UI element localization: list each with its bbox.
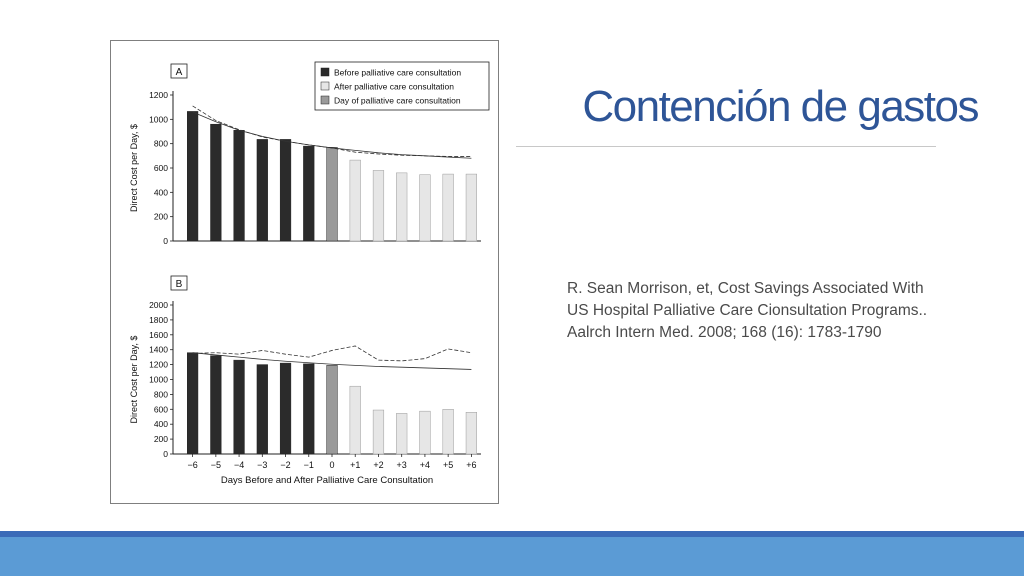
- figure-frame: A 0 200 400 600 800 1000 1200 Direct Cost per Da…: [110, 40, 499, 504]
- x-tick-label: −6: [187, 460, 197, 470]
- bar: [326, 147, 338, 242]
- x-tick-label: +2: [373, 460, 383, 470]
- bar: [256, 139, 268, 242]
- bar: [442, 409, 454, 455]
- y-tick-label: 1000: [149, 375, 168, 385]
- bar: [279, 139, 292, 242]
- y-axis-label: Direct Cost per Day, $: [129, 124, 139, 212]
- x-axis-label: Days Before and After Palliative Care Co…: [221, 475, 433, 486]
- bar: [419, 174, 431, 242]
- slide-title: Contención de gastos: [582, 82, 979, 131]
- bar: [465, 412, 477, 455]
- bar: [303, 363, 315, 455]
- x-tick-label: +6: [466, 460, 476, 470]
- bar: [396, 172, 408, 242]
- legend-swatch: [320, 95, 330, 105]
- footer-accent-line: [0, 531, 1024, 537]
- bar: [187, 111, 199, 242]
- bar: [210, 123, 222, 242]
- panel-label-box: [170, 275, 188, 291]
- y-tick-label: 1400: [149, 345, 168, 355]
- y-tick-label: 400: [154, 187, 168, 197]
- x-tick-label: +5: [443, 460, 453, 470]
- trend-line-solid: [192, 352, 472, 370]
- bar: [326, 365, 338, 455]
- bar: [372, 170, 385, 242]
- x-tick-label: −2: [280, 460, 290, 470]
- y-tick-label: 2000: [149, 300, 168, 310]
- legend-box: [314, 61, 490, 111]
- y-tick-label: 1200: [149, 90, 168, 100]
- x-tick-label: −4: [234, 460, 244, 470]
- citation-line: US Hospital Palliative Care Cionsultatio…: [567, 302, 928, 319]
- trend-line-dashed: [192, 105, 472, 157]
- bar: [279, 362, 292, 455]
- bar: [396, 413, 408, 455]
- trend-line-dashed: [192, 345, 472, 362]
- y-tick-label: 800: [154, 139, 168, 149]
- y-tick-label: 1000: [149, 114, 168, 124]
- bar: [303, 145, 315, 242]
- y-tick-label: 0: [163, 449, 168, 459]
- bar: [465, 173, 477, 242]
- x-tick-label: +1: [350, 460, 360, 470]
- x-tick-label: +4: [420, 460, 430, 470]
- panel-b-chart: B 0 200 400 600 800 1000 1200 1400 1600 1800 2000 Di…: [129, 275, 481, 486]
- bar: [419, 410, 431, 455]
- panel-label: A: [176, 67, 183, 78]
- bar: [256, 364, 268, 455]
- citation-line: R. Sean Morrison, et, Cost Savings Assoc…: [567, 280, 924, 297]
- bar: [187, 352, 199, 455]
- legend-label: After palliative care consultation: [334, 82, 454, 92]
- panel-a-chart: A 0 200 400 600 800 1000 1200 Direct Cost per Da…: [129, 61, 490, 246]
- bar: [442, 173, 454, 242]
- bar: [233, 359, 245, 455]
- bar: [210, 355, 222, 455]
- bar: [233, 130, 245, 242]
- cost-chart-figure: A 0 200 400 600 800 1000 1200 Direct Cost per Da…: [129, 61, 490, 486]
- y-axis-label: Direct Cost per Day, $: [129, 336, 139, 424]
- bar: [372, 409, 385, 455]
- x-tick-label: −1: [304, 460, 314, 470]
- x-tick-label: +3: [397, 460, 407, 470]
- panel-label: B: [176, 279, 183, 290]
- bar: [349, 159, 361, 242]
- y-tick-label: 400: [154, 419, 168, 429]
- y-tick-label: 0: [163, 236, 168, 246]
- panel-label-box: [170, 63, 188, 79]
- footer-bar: [0, 537, 1024, 576]
- citation-text: R. Sean Morrison, et, Cost Savings Assoc…: [567, 278, 987, 344]
- legend-swatch: [320, 81, 330, 91]
- citation-line: Aalrch Intern Med. 2008; 168 (16): 1783-…: [567, 324, 882, 341]
- x-tick-label: −3: [257, 460, 267, 470]
- bar: [349, 385, 361, 455]
- legend-label: Before palliative care consultation: [334, 68, 461, 78]
- title-divider: [516, 146, 936, 147]
- y-tick-label: 200: [154, 434, 168, 444]
- y-tick-label: 200: [154, 212, 168, 222]
- y-tick-label: 1800: [149, 315, 168, 325]
- y-tick-label: 1200: [149, 360, 168, 370]
- y-tick-label: 800: [154, 389, 168, 399]
- y-tick-label: 600: [154, 163, 168, 173]
- x-tick-label: 0: [329, 460, 334, 470]
- legend-swatch: [320, 67, 330, 77]
- legend-label: Day of palliative care consultation: [334, 96, 461, 106]
- y-tick-label: 1600: [149, 330, 168, 340]
- x-tick-label: −5: [211, 460, 221, 470]
- y-tick-label: 600: [154, 404, 168, 414]
